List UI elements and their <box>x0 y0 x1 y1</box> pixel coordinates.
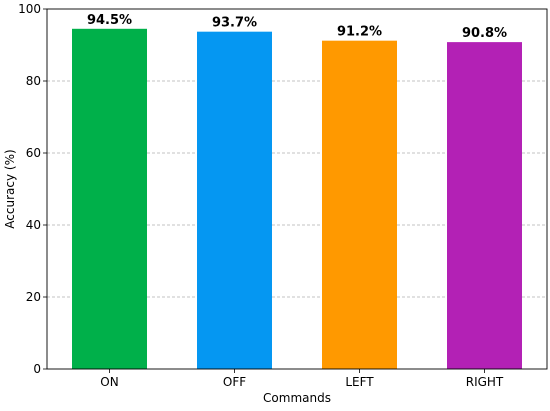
bar-off <box>197 31 272 370</box>
data-labels: 94.5% 93.7% 91.2% 90.8% <box>87 13 507 41</box>
data-label-on: 94.5% <box>87 13 132 28</box>
data-label-right: 90.8% <box>462 26 507 41</box>
x-tick-label-left: LEFT <box>345 375 374 389</box>
x-tick-label-on: ON <box>100 375 118 389</box>
x-tick-label-off: OFF <box>223 375 246 389</box>
y-tick-label: 100 <box>18 2 41 16</box>
x-tick-label-right: RIGHT <box>466 375 504 389</box>
data-label-off: 93.7% <box>212 16 257 31</box>
y-tick-label: 60 <box>26 146 41 160</box>
y-tick-label: 40 <box>26 218 41 232</box>
data-label-left: 91.2% <box>337 25 382 40</box>
y-axis-label: Accuracy (%) <box>3 149 17 228</box>
plot-frame <box>46 8 548 370</box>
x-axis-label: Commands <box>263 391 331 405</box>
axes: ON OFF LEFT RIGHT 0 20 40 60 80 100 <box>18 2 548 389</box>
y-tick-label: 0 <box>33 362 41 376</box>
bar-left <box>322 40 397 370</box>
bar-right <box>447 42 522 370</box>
y-tick-label: 20 <box>26 290 41 304</box>
bar-on <box>72 28 147 370</box>
bars <box>72 28 522 370</box>
y-tick-label: 80 <box>26 74 41 88</box>
